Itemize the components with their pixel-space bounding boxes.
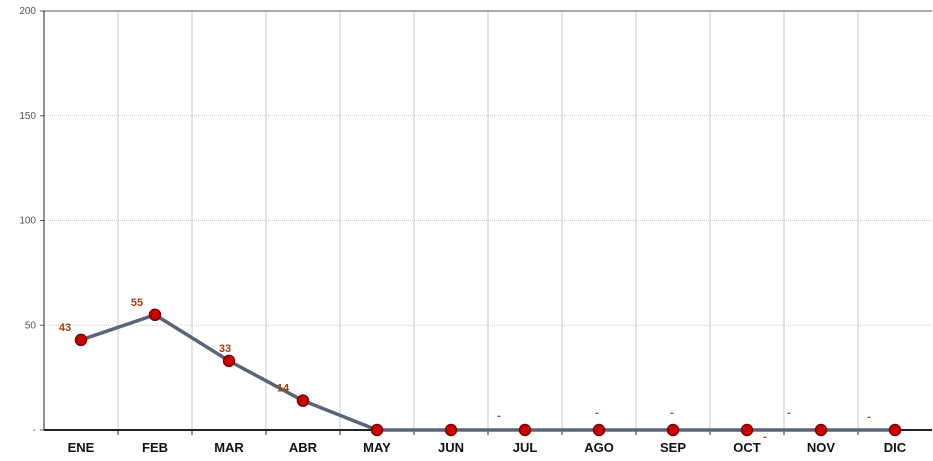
grid-lines	[44, 10, 932, 430]
data-point	[296, 394, 310, 407]
data-label: -	[595, 407, 599, 419]
y-tick-label: 50	[25, 320, 37, 331]
series-line	[80, 313, 895, 432]
data-point	[222, 354, 236, 368]
data-point	[888, 423, 902, 437]
data-markers	[74, 308, 902, 437]
x-tick-label: NOV	[807, 440, 836, 455]
data-point	[148, 308, 162, 322]
data-point	[518, 423, 532, 437]
y-tick-labels: - 50 100 150 200	[19, 6, 36, 436]
x-tick-label: MAY	[363, 440, 391, 455]
data-point	[592, 423, 606, 437]
data-point	[740, 423, 754, 437]
data-labels: 43 55 33 14 - - - - - -	[59, 297, 871, 443]
x-tick-label: ABR	[289, 440, 318, 455]
x-tick-label: AGO	[584, 440, 614, 455]
x-tick-label: JUL	[513, 440, 538, 455]
y-tick-label: -	[33, 425, 36, 436]
series-line	[80, 313, 895, 432]
data-label: 33	[219, 343, 231, 355]
data-label: -	[763, 431, 767, 443]
data-label: -	[497, 410, 501, 422]
axes	[40, 10, 932, 435]
x-tick-label: JUN	[438, 440, 464, 455]
data-label: -	[670, 407, 674, 419]
x-tick-label: DIC	[884, 440, 907, 455]
data-label: 14	[277, 383, 290, 395]
data-label: 43	[59, 322, 71, 334]
y-tick-label: 200	[19, 6, 36, 17]
x-tick-label: OCT	[733, 440, 761, 455]
x-tick-labels: ENE FEB MAR ABR MAY JUN JUL AGO SEP OCT NOV DIC	[68, 440, 907, 455]
data-point	[444, 423, 458, 437]
x-tick-label: SEP	[660, 440, 686, 455]
data-label: -	[787, 407, 791, 419]
y-tick-label: 150	[19, 111, 36, 122]
data-point	[370, 423, 384, 437]
data-label: 55	[131, 297, 143, 309]
data-point	[74, 333, 88, 347]
data-point	[814, 423, 828, 437]
x-tick-label: MAR	[214, 440, 244, 455]
x-tick-label: FEB	[142, 440, 168, 455]
data-point	[666, 423, 680, 437]
x-tick-label: ENE	[68, 440, 95, 455]
data-label: -	[867, 411, 871, 423]
y-tick-label: 100	[19, 216, 36, 227]
